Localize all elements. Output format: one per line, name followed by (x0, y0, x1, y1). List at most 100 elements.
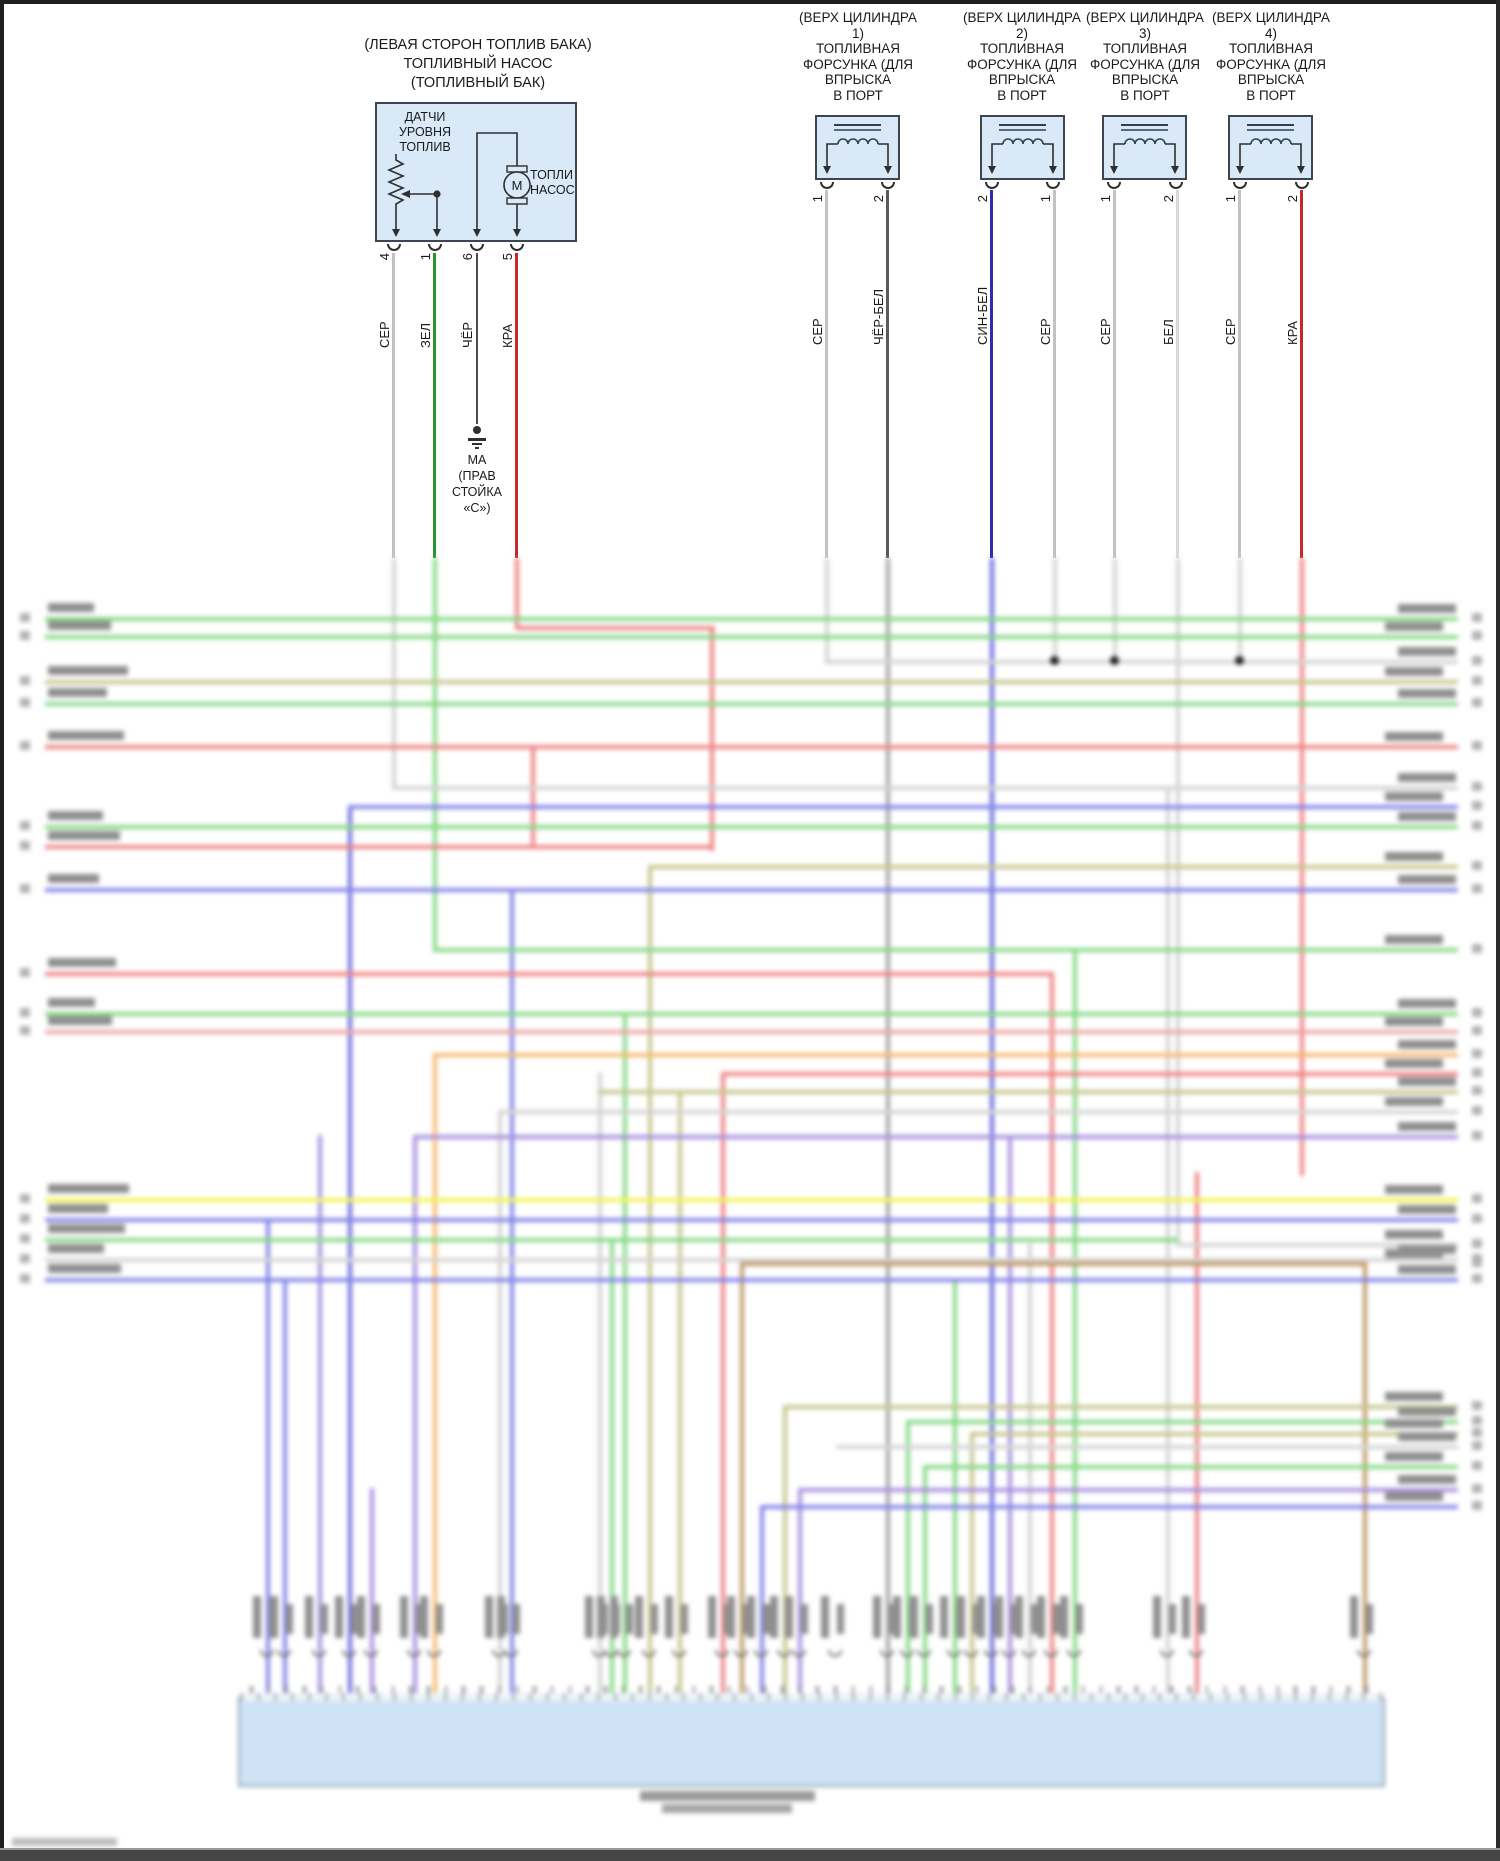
connector-pin-arc (947, 1650, 961, 1657)
blurred-label (1385, 1452, 1443, 1461)
injector-4-box (1228, 115, 1313, 180)
wire-label-chyor-6: ЧЁР 6 (459, 253, 475, 348)
connector-pin-arc (342, 1650, 356, 1657)
blurred-pin-number (851, 1686, 855, 1693)
wire-segment (348, 805, 352, 1697)
wire-segment (740, 1262, 744, 1697)
wire-segment (266, 1218, 270, 1697)
blurred-pin-number (904, 1686, 908, 1693)
blurred-row-number (20, 698, 30, 707)
blurred-label (48, 1204, 108, 1213)
ground-bar (472, 443, 482, 445)
blurred-wire-label (889, 1604, 896, 1634)
blurred-row-number (1472, 1049, 1482, 1058)
wire-segment (348, 805, 1458, 809)
wire-segment (45, 635, 1458, 639)
blurred-label (1398, 1475, 1456, 1484)
wire-label-inj2-ser: СЕР 1 (1037, 195, 1053, 345)
page-border-left (0, 0, 4, 1861)
motor-circuit-line (476, 132, 518, 230)
connector-pin-arc (1189, 1650, 1203, 1657)
wire-chyor-6 (476, 253, 478, 424)
connector-pin-arc (1357, 1650, 1371, 1657)
blurred-pin-number (267, 1686, 271, 1693)
connector-pin-arc (672, 1650, 686, 1657)
wire-inj1-chyor-bel (886, 190, 889, 558)
blurred-wire-label (1198, 1604, 1205, 1634)
blurred-wire-label (635, 1596, 643, 1638)
motor-brush (506, 197, 528, 205)
ground-bar (468, 438, 486, 441)
wire-segment (923, 1465, 1458, 1469)
wire-segment (906, 1420, 1458, 1424)
blurred-wire-label (708, 1596, 716, 1638)
blurred-pin-number (1188, 1686, 1191, 1693)
wire-segment (710, 626, 714, 851)
blurred-label (1385, 1017, 1443, 1026)
wire-segment (515, 626, 715, 630)
blurred-wire-label (1060, 1596, 1068, 1638)
blurred-wire-label (286, 1604, 293, 1634)
fuel-pump-title: (ЛЕВАЯ СТОРОН ТОПЛИВ БАКА) ТОПЛИВНЫЙ НАС… (364, 37, 592, 91)
wire-segment (740, 1262, 1367, 1266)
blurred-row-number (1472, 884, 1482, 893)
blurred-pin-number (1365, 1686, 1368, 1693)
blurred-wire-label (651, 1604, 658, 1634)
blurred-label (48, 666, 128, 675)
blurred-row-number (20, 1214, 30, 1223)
blurred-label (1385, 622, 1443, 631)
resistor-symbol (386, 154, 406, 230)
blurred-row-number (20, 1008, 30, 1017)
blurred-wire-label (1366, 1604, 1373, 1634)
blurred-wire-label (436, 1604, 443, 1634)
wire-segment (798, 1488, 802, 1697)
blurred-pin-number (1329, 1686, 1333, 1693)
blurred-row-number (1472, 1026, 1482, 1035)
blurred-pin-number (444, 1686, 448, 1693)
connector-pin-arc (985, 182, 999, 189)
blurred-wire-label (335, 1596, 343, 1638)
blurred-pin-number (303, 1686, 306, 1693)
connector-pin-arc (881, 182, 895, 189)
blurred-row-number (1472, 1501, 1482, 1510)
blurred-label (1398, 647, 1456, 656)
ground-symbol (473, 426, 481, 434)
blurred-row-number (1472, 1416, 1482, 1425)
wire-label-inj1-ser: СЕР 1 (809, 195, 825, 345)
connector-pin-arc (917, 1650, 931, 1657)
junction-dot (1050, 656, 1059, 665)
wire-segment (498, 1110, 502, 1697)
connector-pin-arc (880, 1650, 894, 1657)
blurred-row-number (20, 841, 30, 850)
wire-segment (1073, 948, 1077, 1697)
wire-segment (721, 1072, 725, 1697)
blurred-pin-number (922, 1686, 926, 1693)
blurred-pin-number (1028, 1686, 1032, 1693)
wire-segment (433, 1053, 437, 1697)
ecu-connector-box (238, 1697, 1385, 1787)
wire-inj3-bel (1176, 190, 1179, 558)
wire-segment (598, 1090, 1458, 1094)
blurred-wire-label (893, 1596, 901, 1638)
wire-segment (623, 1012, 627, 1697)
blurred-pin-number (1064, 1686, 1067, 1693)
blurred-row-number (20, 1026, 30, 1035)
blurred-pin-number (515, 1686, 518, 1693)
blurred-label (48, 874, 99, 883)
wire-segment (721, 1072, 1458, 1076)
blurred-pin-number (550, 1686, 554, 1693)
connector-pin-arc (1002, 1650, 1016, 1657)
injector-1-box (815, 115, 900, 180)
blurred-label (48, 958, 116, 967)
connector-pin-arc (470, 244, 484, 251)
wire-segment (923, 1465, 927, 1697)
blurred-wire-label (1037, 1596, 1045, 1638)
wire-inj1-ser (825, 190, 828, 558)
blurred-wire-label (837, 1604, 844, 1634)
wire-segment (413, 1135, 417, 1697)
blurred-pin-number (710, 1686, 713, 1693)
blurred-pin-number (533, 1686, 536, 1693)
connector-pin-arc (1044, 1650, 1058, 1657)
connector-pin-arc (715, 1650, 729, 1657)
blurred-wire-label (626, 1604, 633, 1634)
